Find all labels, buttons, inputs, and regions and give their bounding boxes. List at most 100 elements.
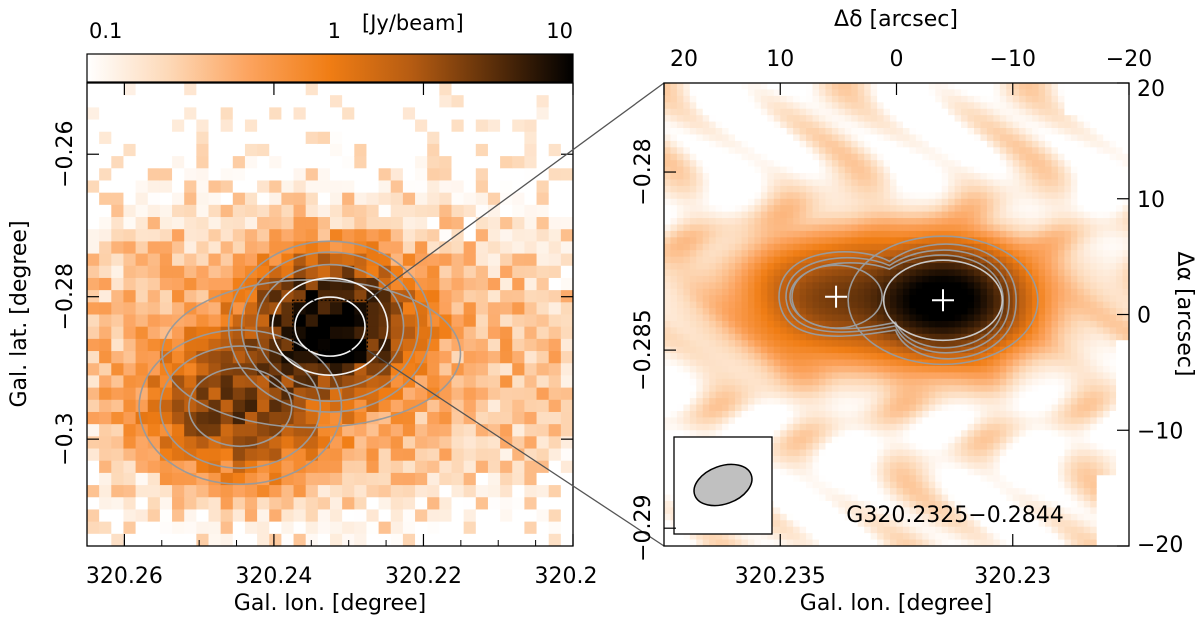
map-pixel [954, 160, 962, 168]
map-pixel [709, 430, 717, 438]
map-pixel [773, 365, 781, 373]
map-pixel [366, 338, 380, 352]
map-pixel [735, 134, 742, 142]
map-pixel [773, 327, 781, 335]
map-pixel [851, 359, 859, 367]
map-pixel [451, 533, 465, 546]
map-pixel [786, 436, 794, 444]
map-pixel [664, 256, 671, 264]
map-pixel [378, 192, 392, 206]
map-pixel [838, 140, 846, 148]
map-pixel [819, 436, 826, 444]
map-pixel [786, 160, 794, 168]
map-pixel [159, 460, 173, 474]
map-pixel [793, 250, 801, 258]
map-pixel [548, 436, 562, 450]
map-pixel [689, 134, 697, 142]
map-pixel [317, 351, 331, 364]
map-pixel [676, 115, 684, 123]
map-pixel [305, 497, 319, 511]
map-pixel [890, 301, 897, 309]
map-pixel [825, 160, 833, 168]
map-pixel [741, 179, 749, 187]
map-pixel [87, 119, 100, 133]
map-pixel [439, 472, 453, 486]
map-pixel [415, 448, 428, 462]
map-pixel [689, 218, 697, 225]
map-pixel [709, 243, 717, 251]
map-pixel [941, 128, 949, 135]
map-pixel [870, 269, 878, 277]
map-pixel [851, 455, 859, 463]
map-pixel [196, 253, 210, 267]
map-pixel [415, 375, 428, 389]
map-pixel [244, 192, 258, 206]
map-pixel [806, 333, 814, 341]
map-pixel [330, 156, 343, 169]
map-pixel [838, 494, 846, 502]
map-pixel [676, 218, 684, 225]
map-pixel [864, 218, 872, 225]
map-pixel [664, 430, 671, 438]
map-pixel [922, 533, 930, 541]
zoom-connector-line [367, 349, 665, 547]
map-pixel [427, 229, 440, 242]
map-pixel [767, 95, 775, 103]
map-pixel [961, 160, 969, 168]
map-pixel [754, 160, 762, 168]
map-pixel [851, 83, 859, 90]
map-pixel [664, 353, 671, 361]
map-pixel [844, 520, 852, 528]
map-pixel [786, 218, 794, 225]
map-pixel [722, 263, 730, 270]
map-pixel [754, 121, 762, 129]
map-pixel [935, 333, 943, 341]
map-pixel [948, 410, 956, 418]
map-pixel [293, 168, 307, 182]
map-pixel [548, 119, 562, 133]
map-pixel [935, 108, 943, 116]
map-pixel [159, 131, 173, 145]
map-pixel [676, 192, 684, 200]
map-pixel [780, 218, 788, 225]
map-pixel [281, 204, 295, 218]
map-pixel [831, 128, 839, 135]
y-tick-label: −0.26 [53, 121, 78, 188]
map-pixel [870, 365, 878, 373]
map-pixel [915, 95, 923, 103]
map-pixel [683, 192, 691, 200]
map-pixel [819, 398, 826, 406]
map-pixel [961, 128, 969, 135]
map-pixel [196, 107, 210, 121]
map-pixel [877, 462, 885, 470]
map-pixel [487, 338, 501, 352]
map-pixel [728, 205, 736, 213]
map-pixel [935, 346, 943, 354]
map-pixel [857, 410, 865, 418]
map-pixel [560, 168, 573, 182]
map-pixel [793, 481, 801, 489]
map-pixel [220, 192, 234, 206]
map-pixel [793, 372, 801, 380]
map-pixel [806, 327, 814, 335]
map-pixel [773, 533, 781, 541]
map-pixel [747, 385, 755, 393]
map-pixel [366, 265, 380, 279]
map-pixel [524, 521, 538, 535]
map-pixel [793, 520, 801, 528]
map-pixel [366, 326, 380, 340]
map-pixel [857, 398, 865, 406]
map-pixel [786, 140, 794, 148]
map-pixel [670, 256, 678, 264]
map-pixel [767, 398, 775, 406]
map-pixel [747, 115, 755, 123]
map-pixel [709, 95, 717, 103]
map-pixel [806, 404, 814, 412]
map-pixel [896, 230, 904, 238]
map-pixel [305, 448, 319, 462]
map-pixel [890, 481, 897, 489]
map-pixel [825, 365, 833, 373]
map-pixel [961, 230, 969, 238]
map-pixel [257, 143, 270, 157]
map-pixel [915, 250, 923, 258]
